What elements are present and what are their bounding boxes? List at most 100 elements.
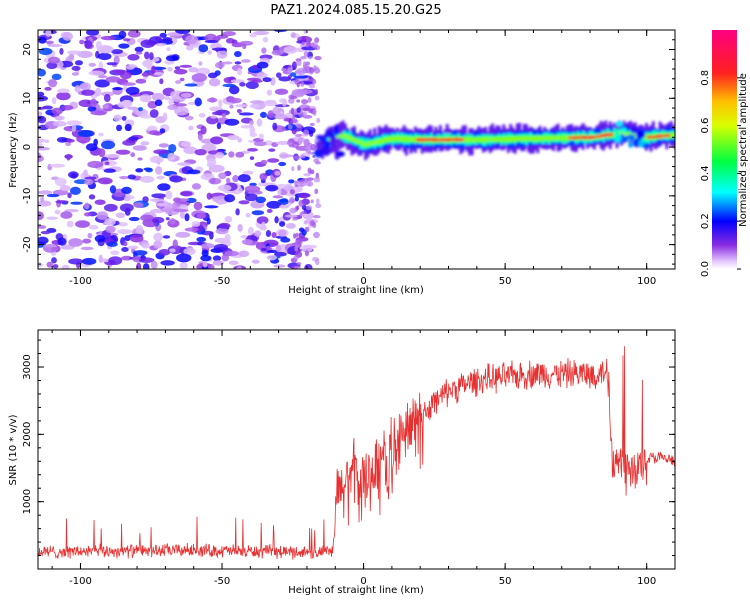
signal-cell	[504, 137, 508, 141]
noise-blob	[195, 67, 211, 75]
noise-blob	[105, 76, 121, 83]
noise-blob	[184, 83, 198, 87]
noise-blob	[175, 253, 192, 263]
noise-blob	[222, 61, 233, 65]
noise-edge-blob	[300, 154, 306, 159]
noise-blob	[235, 208, 240, 216]
noise-edge-blob	[293, 255, 299, 260]
noise-blob	[206, 158, 217, 166]
signal-cell	[366, 142, 370, 146]
noise-blob	[235, 104, 249, 108]
noise-blob	[73, 179, 88, 185]
noise-blob	[125, 64, 135, 70]
signal-onset-blob	[323, 134, 329, 139]
signal-cell	[506, 137, 510, 141]
noise-blob	[238, 112, 254, 116]
signal-cell	[522, 137, 526, 141]
noise-blob	[270, 76, 276, 86]
signal-cell	[472, 138, 476, 142]
noise-blob	[151, 92, 165, 102]
noise-blob	[211, 47, 228, 51]
noise-blob	[108, 232, 119, 236]
noise-blob	[238, 174, 251, 183]
noise-blob	[278, 76, 292, 82]
signal-cell	[441, 138, 445, 142]
noise-blob	[122, 99, 133, 107]
signal-cell	[370, 141, 374, 145]
noise-blob	[239, 82, 246, 87]
signal-cell	[570, 136, 574, 139]
noise-blob	[38, 236, 49, 245]
signal-cell	[395, 136, 399, 140]
noise-blob	[87, 105, 97, 112]
noise-blob	[174, 106, 189, 116]
signal-cell	[558, 136, 562, 140]
signal-cell	[459, 138, 463, 142]
noise-blob	[187, 169, 201, 175]
noise-blob	[38, 111, 43, 117]
noise-blob	[68, 258, 84, 265]
noise-blob	[248, 120, 254, 126]
noise-blob	[214, 61, 225, 69]
noise-blob	[67, 50, 82, 55]
y-tick-label: -20	[22, 236, 33, 252]
signal-cell	[656, 134, 660, 138]
noise-blob	[120, 82, 136, 86]
noise-blob	[144, 51, 150, 60]
noise-edge-blob	[316, 117, 321, 124]
noise-blob	[194, 97, 202, 107]
signal-cell	[590, 135, 594, 140]
noise-blob	[183, 247, 196, 256]
noise-blob	[236, 266, 243, 269]
noise-blob	[241, 239, 253, 245]
signal-cell	[407, 137, 411, 141]
noise-blob	[291, 61, 297, 71]
noise-edge-blob	[308, 56, 313, 60]
x-tick-label: 50	[499, 276, 512, 287]
signal-cell	[463, 138, 467, 142]
noise-blob	[84, 178, 94, 186]
noise-blob	[46, 62, 58, 70]
signal-cell	[586, 136, 590, 139]
signal-cell	[502, 137, 506, 141]
noise-edge-blob	[303, 220, 308, 225]
noise-blob	[61, 264, 70, 269]
signal-cell	[524, 137, 528, 140]
noise-edge-blob	[304, 250, 310, 257]
noise-blob	[221, 113, 227, 118]
signal-cell	[527, 137, 531, 140]
noise-blob	[215, 152, 225, 159]
signal-end-blob	[628, 141, 633, 148]
x-tick-label: 100	[637, 576, 656, 587]
noise-blob	[142, 263, 150, 269]
noise-blob	[208, 78, 221, 87]
noise-blob	[129, 234, 144, 243]
noise-blob	[224, 194, 236, 203]
noise-blob	[196, 81, 204, 86]
noise-blob	[103, 93, 111, 103]
noise-blob	[266, 255, 278, 261]
noise-blob	[156, 175, 165, 180]
noise-blob	[179, 262, 188, 269]
signal-cell	[466, 137, 470, 142]
noise-blob	[118, 43, 130, 49]
signal-cell	[488, 137, 492, 141]
signal-cell	[611, 133, 615, 136]
noise-blob	[265, 230, 272, 238]
noise-blob	[103, 168, 116, 173]
signal-cell	[534, 136, 538, 141]
noise-edge-blob	[304, 226, 310, 233]
noise-blob	[280, 237, 291, 243]
noise-blob	[105, 225, 116, 234]
noise-blob	[180, 191, 193, 197]
signal-cell	[658, 134, 662, 138]
noise-blob	[239, 40, 254, 46]
signal-cell	[597, 134, 601, 138]
noise-edge-blob	[293, 155, 301, 160]
signal-end-blob	[633, 138, 639, 147]
signal-cell	[592, 135, 596, 139]
noise-edge-blob	[289, 189, 295, 195]
noise-edge-blob	[313, 65, 317, 71]
noise-blob	[94, 79, 110, 88]
signal-band	[314, 120, 675, 161]
